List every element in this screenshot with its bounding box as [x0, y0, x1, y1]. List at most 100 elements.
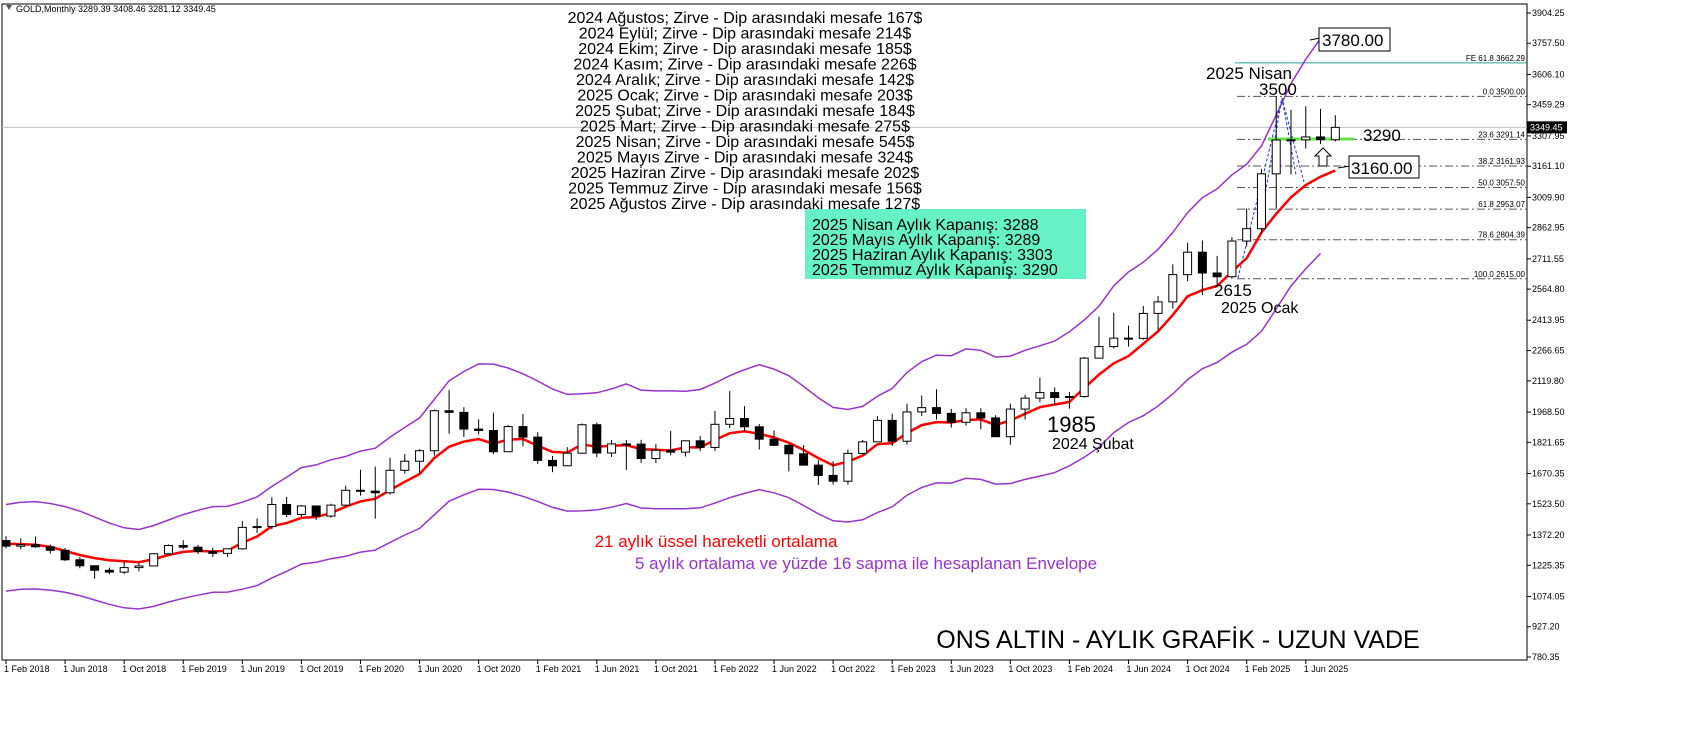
zigzag [1261, 97, 1305, 213]
candle-body [370, 490, 380, 494]
candle-body [577, 424, 587, 454]
header-close: 3349.45 [183, 4, 216, 14]
candle-body [119, 567, 129, 573]
y-tick-label: 927.20 [1532, 622, 1560, 632]
x-tick-label: 1 Feb 2024 [1067, 664, 1113, 674]
x-tick-label: 1 Oct 2019 [299, 664, 343, 674]
fe-label: FE 61.8 3662.29 [1466, 54, 1526, 63]
x-tick-label: 1 Feb 2020 [358, 664, 404, 674]
annotation: 1985 [1047, 412, 1096, 437]
x-tick-label: 1 Feb 2025 [1245, 664, 1291, 674]
annotation: 3290 [1363, 126, 1401, 145]
candle-body [60, 549, 70, 561]
y-tick-label: 3459.29 [1532, 100, 1565, 110]
candle-body [680, 440, 690, 453]
x-tick-label: 1 Feb 2021 [536, 664, 582, 674]
x-tick-label: 1 Oct 2024 [1186, 664, 1230, 674]
fib-label: 38.2 3161.93 [1478, 157, 1525, 166]
candle-body [355, 489, 365, 492]
candle-body [828, 474, 838, 482]
candle-body [725, 418, 735, 425]
candle-body [311, 505, 321, 517]
y-tick-label: 1670.35 [1532, 469, 1565, 479]
plot-frame [1, 3, 1528, 661]
candle-body [503, 426, 513, 453]
fib-label: 61.8 2953.07 [1478, 200, 1525, 209]
y-tick-label: 1968.50 [1532, 407, 1565, 417]
candle-body [282, 504, 292, 515]
candle-body [562, 452, 572, 467]
x-tick-label: 1 Feb 2018 [4, 664, 50, 674]
y-tick-label: 2119.80 [1532, 376, 1564, 386]
candle-body [887, 419, 897, 442]
y-tick-label: 3606.10 [1532, 69, 1565, 79]
candle-body [695, 440, 705, 448]
callout-line [1309, 37, 1321, 41]
candle-body [296, 505, 306, 515]
candle-body [740, 418, 749, 428]
candle-body [1005, 408, 1015, 438]
note: 2025 Şubat; Zirve - Dip arasındaki mesaf… [575, 103, 915, 120]
note: 2024 Ekim; Zirve - Dip arasındaki mesafe… [578, 41, 912, 58]
candle-body [178, 545, 188, 548]
note: 2025 Temmuz Zirve - Dip arasındaki mesaf… [568, 181, 922, 198]
candle-body [75, 559, 85, 567]
candle-body [843, 452, 853, 482]
candle-body [163, 545, 173, 555]
candle-body [621, 443, 631, 446]
candle-body [237, 526, 247, 550]
price-tag [1527, 121, 1567, 134]
symbol-icon [6, 5, 12, 10]
candle-body [1153, 301, 1163, 314]
x-tick-label: 1 Oct 2021 [654, 664, 698, 674]
candle-body [533, 436, 543, 461]
candle-body [1094, 346, 1104, 359]
annotation: 3160.00 [1351, 159, 1412, 178]
closing-note: 2025 Temmuz Aylık Kapanış: 3290 [812, 262, 1058, 279]
y-tick-label: 3757.50 [1532, 38, 1565, 48]
price-tag-label: 3349.45 [1530, 122, 1563, 132]
candle-body [208, 551, 218, 554]
note: 2025 Nisan; Zirve - Dip arasındaki mesaf… [576, 134, 915, 151]
candle-body [134, 565, 144, 569]
y-tick-label: 1372.20 [1532, 530, 1565, 540]
candle-body [104, 569, 114, 573]
candle-body [267, 504, 277, 528]
chart-title: ONS ALTIN - AYLIK GRAFİK - UZUN VADE [936, 625, 1419, 654]
note: 2025 Mayıs Zirve - Dip arasındaki mesafe… [577, 150, 913, 167]
callout-line [1337, 165, 1351, 169]
closing-note: 2025 Haziran Aylık Kapanış: 3303 [812, 247, 1053, 264]
arrow-up [1313, 147, 1333, 167]
y-tick-label: 1821.65 [1532, 437, 1565, 447]
candle-body [961, 412, 971, 423]
candle-body [252, 526, 262, 529]
candle-body [1109, 337, 1119, 348]
fib-label: 50.0 3057.50 [1478, 179, 1525, 188]
candle-body [429, 410, 439, 452]
candle-body [976, 412, 986, 419]
candle-body [31, 544, 41, 548]
envelope-upper [5, 38, 1322, 531]
y-tick-label: 1074.05 [1532, 591, 1565, 601]
y-tick-label: 2564.80 [1532, 284, 1565, 294]
candle-body [1316, 136, 1326, 141]
x-tick-label: 1 Jun 2024 [1127, 664, 1172, 674]
candle-body [1301, 136, 1311, 141]
x-tick-label: 1 Jun 2018 [63, 664, 108, 674]
candle-body [1, 540, 11, 547]
candle-body [799, 453, 809, 466]
y-tick-label: 2862.95 [1532, 223, 1565, 233]
candle-body [1079, 357, 1089, 397]
candle-body [1064, 395, 1074, 399]
note: 2025 Haziran Zirve - Dip arasındaki mesa… [571, 165, 920, 182]
candle-body [518, 426, 528, 438]
candle-body [1168, 274, 1178, 303]
candle-body [607, 443, 617, 454]
closing-note: 2025 Mayıs Aylık Kapanış: 3289 [812, 232, 1040, 249]
candle-body [547, 459, 557, 467]
series-name: 21 aylık üssel hareketli ortalama [595, 532, 838, 551]
fib-label: 78.6 2804.39 [1478, 231, 1525, 240]
candle-body [666, 449, 676, 453]
y-tick-label: 2266.65 [1532, 346, 1565, 356]
